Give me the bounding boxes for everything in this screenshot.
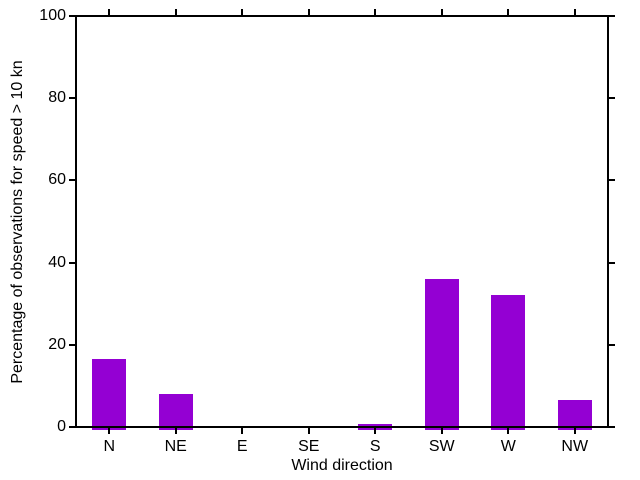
- y-tick: [69, 15, 75, 17]
- x-tick-mirror: [307, 9, 310, 15]
- x-tick: [307, 428, 310, 434]
- x-tick: [108, 428, 111, 434]
- y-tick-label: 60: [48, 171, 66, 189]
- x-tick-label: NE: [164, 438, 187, 455]
- bar-ne: [158, 394, 193, 430]
- x-tick-mirror: [374, 9, 377, 15]
- x-tick: [174, 428, 177, 434]
- x-tick-label: S: [369, 438, 381, 455]
- x-tick-mirror: [241, 9, 244, 15]
- y-tick-mirror: [609, 97, 615, 100]
- x-tick: [440, 428, 443, 434]
- y-tick-label: 100: [39, 7, 66, 24]
- y-tick: [69, 343, 75, 346]
- x-tick-label: SW: [428, 438, 455, 455]
- y-tick-mirror: [609, 426, 615, 428]
- x-tick: [573, 428, 576, 434]
- y-tick: [69, 261, 75, 264]
- x-tick-mirror: [108, 9, 111, 15]
- bar-sw: [424, 279, 459, 430]
- y-tick-mirror: [609, 261, 615, 264]
- x-tick: [507, 428, 510, 434]
- x-tick-mirror: [440, 9, 443, 15]
- y-tick-mirror: [609, 179, 615, 182]
- y-tick-label: 80: [48, 89, 66, 107]
- x-axis-label: Wind direction: [291, 457, 393, 474]
- x-tick-mirror: [507, 9, 510, 15]
- x-tick-mirror: [174, 9, 177, 15]
- plot-area-border: [75, 15, 609, 428]
- y-tick: [69, 426, 75, 428]
- x-tick: [241, 428, 244, 434]
- y-tick-mirror: [609, 343, 615, 346]
- bar-nw: [557, 399, 592, 430]
- x-tick-label: NW: [561, 438, 589, 455]
- x-tick-label: N: [103, 438, 116, 455]
- y-tick-label: 20: [48, 335, 66, 353]
- y-tick: [69, 97, 75, 100]
- x-tick-label: W: [500, 438, 516, 455]
- x-tick-mirror: [573, 9, 576, 15]
- y-axis-label: Percentage of observations for speed > 1…: [9, 60, 26, 384]
- x-tick: [374, 428, 377, 434]
- y-tick: [69, 179, 75, 182]
- x-tick-label: SE: [298, 438, 320, 455]
- bar-n: [92, 359, 127, 430]
- y-tick-label: 0: [57, 418, 66, 435]
- y-tick-mirror: [609, 15, 615, 17]
- x-tick-label: E: [236, 438, 248, 455]
- bar-w: [491, 295, 526, 430]
- y-tick-label: 40: [48, 253, 66, 271]
